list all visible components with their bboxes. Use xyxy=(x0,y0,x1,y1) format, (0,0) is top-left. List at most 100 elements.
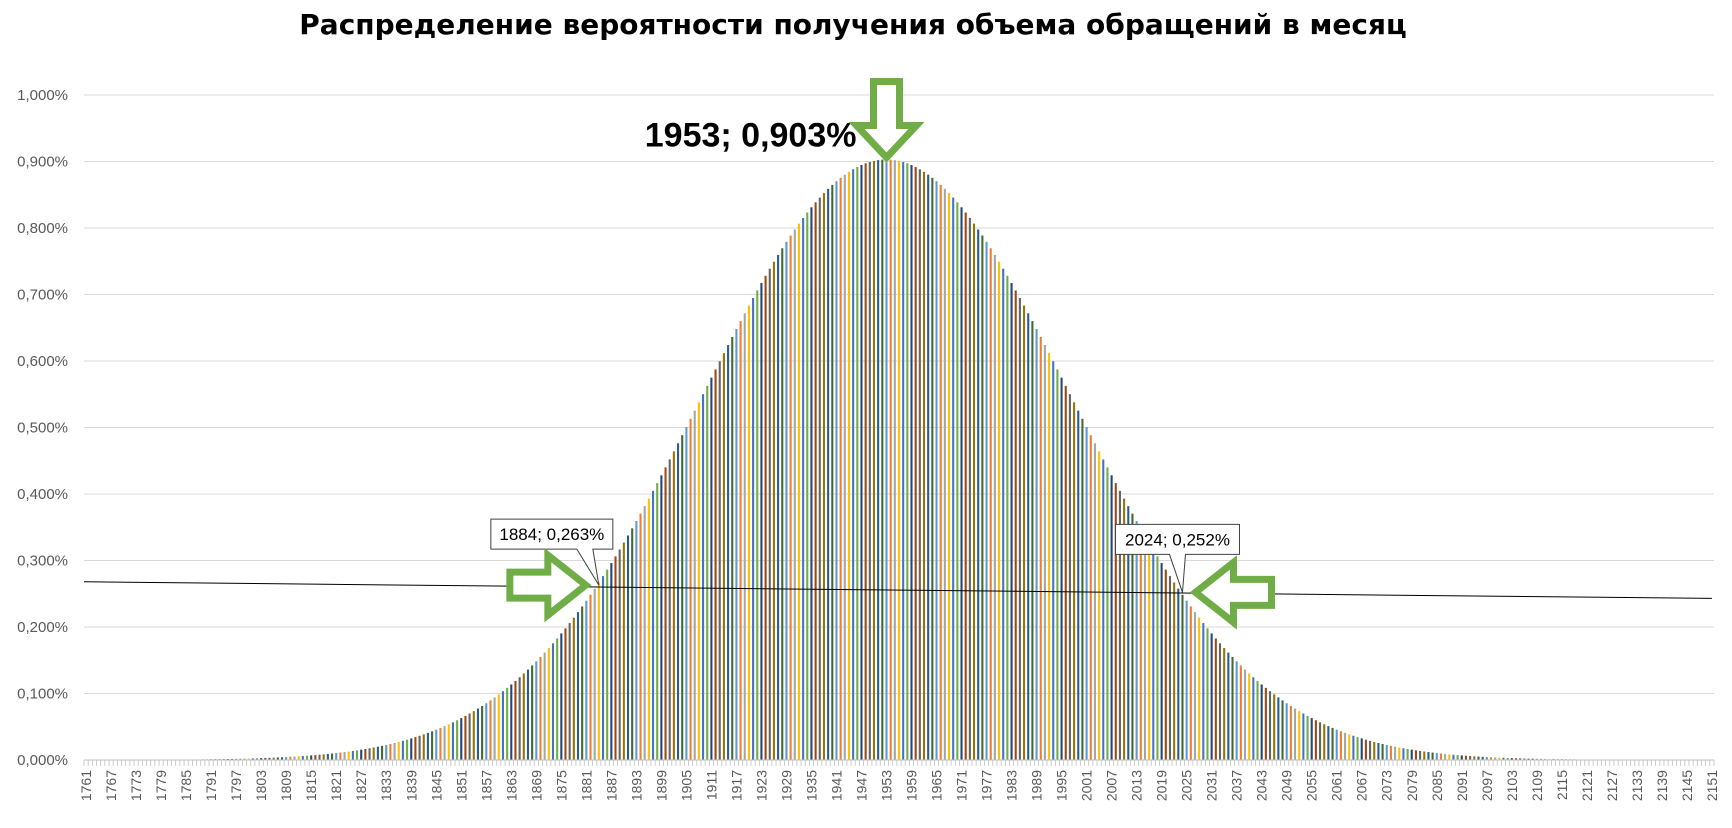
bar xyxy=(1506,757,1509,760)
bar xyxy=(618,549,621,760)
bar xyxy=(639,513,642,760)
bar xyxy=(1364,739,1367,760)
x-tick-label: 1881 xyxy=(578,770,594,801)
bar xyxy=(1064,385,1067,760)
bar xyxy=(551,643,555,760)
bar xyxy=(1027,313,1030,760)
bar xyxy=(622,542,625,760)
bar xyxy=(564,628,567,760)
bar xyxy=(464,715,467,760)
bar xyxy=(514,680,517,760)
bar xyxy=(1514,758,1518,760)
bar xyxy=(1193,612,1197,760)
bar xyxy=(785,241,788,760)
bar xyxy=(1319,722,1322,760)
bar xyxy=(556,638,559,760)
x-tick-label: 1803 xyxy=(253,770,269,801)
x-tick-label: 1875 xyxy=(553,770,569,801)
bar xyxy=(347,751,350,760)
bar xyxy=(497,694,500,760)
bar xyxy=(305,755,309,760)
x-axis-minor-ticks xyxy=(83,760,1715,766)
bar xyxy=(1435,753,1438,760)
bar xyxy=(931,177,934,760)
bar xyxy=(1310,718,1313,760)
bar xyxy=(1377,742,1380,760)
bar xyxy=(360,749,363,760)
bar xyxy=(1381,743,1384,760)
bar xyxy=(1218,643,1222,760)
bar xyxy=(1444,753,1447,760)
bar xyxy=(285,757,288,760)
x-tick-label: 2079 xyxy=(1404,770,1420,801)
x-tick-label: 1839 xyxy=(403,770,419,801)
bar xyxy=(635,521,638,760)
bar xyxy=(810,207,813,761)
bar xyxy=(1410,749,1413,760)
x-tick-label: 2127 xyxy=(1604,770,1620,801)
x-tick-label: 1791 xyxy=(203,770,219,801)
bar xyxy=(418,735,421,760)
x-tick-label: 2145 xyxy=(1679,770,1695,801)
bar xyxy=(647,498,650,760)
bar xyxy=(1148,542,1151,760)
bar xyxy=(251,758,254,760)
peak-arrow-icon xyxy=(848,78,925,163)
bar xyxy=(310,755,313,760)
bar xyxy=(593,588,596,760)
bar xyxy=(710,377,713,760)
bar xyxy=(1035,329,1038,760)
bar xyxy=(1327,726,1330,760)
bar xyxy=(1268,691,1272,760)
bar xyxy=(589,594,592,760)
bar xyxy=(289,756,292,760)
x-tick-label: 2103 xyxy=(1504,770,1520,801)
bar xyxy=(255,758,259,760)
bar xyxy=(1118,490,1121,760)
bar xyxy=(531,665,534,760)
bar xyxy=(689,418,692,760)
bar xyxy=(843,174,846,760)
y-tick-label: 0,100% xyxy=(17,686,68,703)
bar xyxy=(935,181,938,761)
bar xyxy=(522,673,525,760)
bar xyxy=(1544,758,1547,760)
bar xyxy=(268,757,271,760)
bar xyxy=(506,687,509,760)
x-tick-label: 1893 xyxy=(628,770,644,801)
bar xyxy=(822,193,825,761)
bar xyxy=(1018,297,1021,760)
bar xyxy=(230,758,234,760)
x-tick-label: 1785 xyxy=(178,770,194,801)
bar xyxy=(1314,720,1317,760)
bar xyxy=(301,756,304,760)
bar xyxy=(852,169,855,760)
bar xyxy=(314,755,317,760)
bar xyxy=(727,345,730,760)
bar xyxy=(280,757,284,760)
bar xyxy=(581,606,584,760)
bar xyxy=(489,700,492,760)
bar xyxy=(1539,758,1543,760)
bar xyxy=(1477,756,1480,760)
bar xyxy=(1423,751,1426,760)
bar xyxy=(985,241,988,760)
bar xyxy=(731,337,734,760)
bar xyxy=(1085,427,1088,760)
bar xyxy=(1277,697,1280,760)
bar xyxy=(414,737,417,760)
left-callout-label: 1884; 0,263% xyxy=(499,525,604,544)
bar xyxy=(1289,705,1292,760)
x-tick-label: 2055 xyxy=(1304,770,1320,801)
bar xyxy=(606,569,609,760)
bar xyxy=(297,756,300,760)
bar xyxy=(331,753,334,760)
threshold-line xyxy=(83,581,1712,599)
bar xyxy=(1402,748,1405,760)
x-tick-label: 1911 xyxy=(703,770,719,800)
bar xyxy=(1210,633,1213,760)
bar xyxy=(668,459,671,760)
bar xyxy=(768,268,771,760)
bar xyxy=(1331,727,1334,760)
x-tick-label: 1833 xyxy=(378,770,394,801)
